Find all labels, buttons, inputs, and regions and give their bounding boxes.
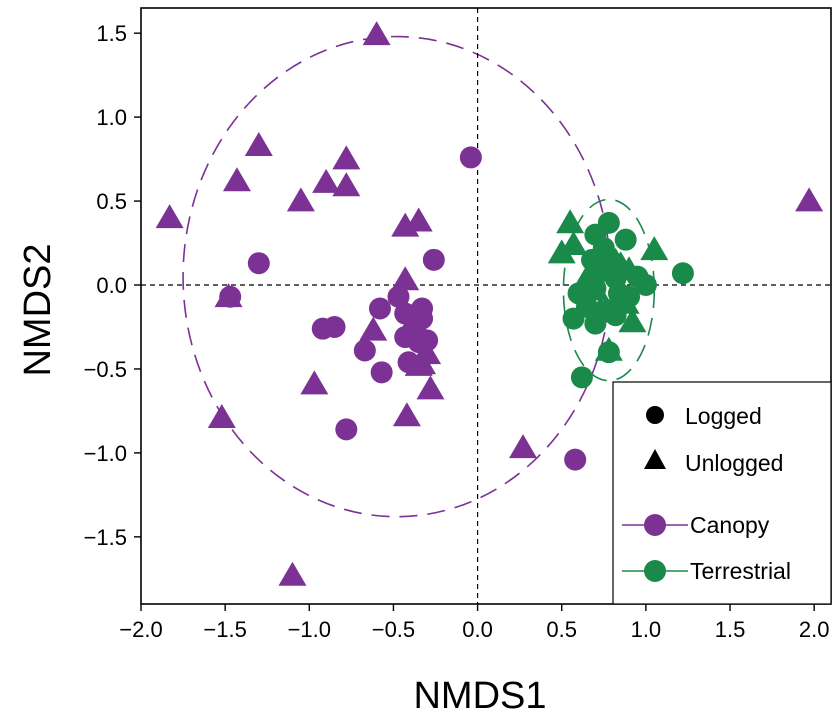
y-tick-label: −0.5	[84, 357, 127, 382]
terrestrial-logged-point	[597, 341, 620, 364]
canopy-logged-point	[323, 315, 346, 338]
terrestrial-unlogged-point	[556, 209, 585, 234]
canopy-unlogged-point	[391, 266, 420, 291]
legend: Logged Unlogged Canopy Terrestrial	[612, 381, 832, 605]
y-tick-label: 1.0	[96, 105, 127, 130]
terrestrial-unlogged-point	[559, 231, 588, 256]
terrestrial-logged-point	[614, 228, 637, 251]
legend-terrestrial-label: Terrestrial	[690, 558, 791, 584]
canopy-logged-point	[370, 361, 393, 384]
canopy-unlogged-point	[244, 131, 273, 156]
canopy-unlogged-point	[155, 204, 184, 229]
plot-frame	[140, 7, 832, 605]
y-tick-label: 0.5	[96, 189, 127, 214]
x-axis-title: NMDS1	[413, 675, 546, 716]
x-tick-label: −1.5	[203, 617, 246, 642]
canopy-unlogged-point	[222, 167, 251, 192]
x-tick-label: 1.0	[631, 617, 662, 642]
canopy-unlogged-point	[332, 172, 361, 197]
canopy-logged-point	[353, 339, 376, 362]
canopy-unlogged-point	[332, 145, 361, 170]
canopy-logged-point	[422, 248, 445, 271]
x-tick-label: −2.0	[119, 617, 162, 642]
canopy-logged-point	[459, 146, 482, 169]
legend-logged-marker	[646, 406, 664, 424]
terrestrial-logged-point	[562, 307, 585, 330]
canopy-unlogged-point	[416, 375, 445, 400]
canopy-logged-point	[335, 418, 358, 441]
legend-unlogged-label: Unlogged	[685, 450, 783, 476]
canopy-unlogged-point	[359, 316, 388, 341]
legend-canopy-marker	[644, 514, 666, 536]
terrestrial-logged-point	[584, 277, 607, 300]
terrestrial-logged-point	[594, 243, 617, 266]
canopy-logged-point	[564, 448, 587, 471]
legend-canopy-label: Canopy	[690, 512, 770, 538]
terrestrial-unlogged-point	[618, 308, 647, 333]
canopy-unlogged-point	[404, 207, 433, 232]
terrestrial-logged-point	[618, 285, 641, 308]
canopy-logged-point	[219, 285, 242, 308]
terrestrial-logged-point	[671, 262, 694, 285]
y-tick-label: −1.5	[84, 525, 127, 550]
canopy-logged-point	[368, 297, 391, 320]
x-tick-label: 0.5	[546, 617, 577, 642]
legend-terrestrial-marker	[644, 560, 666, 582]
canopy-unlogged-point	[300, 370, 329, 395]
terrestrial-logged-point	[604, 304, 627, 327]
canopy-unlogged-point	[312, 168, 341, 193]
legend-unlogged-marker	[644, 449, 666, 469]
canopy-unlogged-point	[207, 403, 236, 428]
y-tick-label: 0.0	[96, 273, 127, 298]
terrestrial-logged-point	[570, 366, 593, 389]
x-tick-label: 2.0	[799, 617, 830, 642]
canopy-unlogged-point	[278, 561, 307, 586]
terrestrial-logged-point	[584, 312, 607, 335]
x-tick-label: 1.5	[715, 617, 746, 642]
canopy-logged-point	[407, 331, 430, 354]
canopy-logged-point	[397, 351, 420, 374]
canopy-logged-point	[394, 302, 417, 325]
x-tick-label: −1.0	[288, 617, 331, 642]
canopy-unlogged-point	[509, 434, 538, 459]
terrestrial-logged-point	[634, 274, 657, 297]
canopy-unlogged-point	[286, 187, 315, 212]
x-tick-label: 0.0	[462, 617, 493, 642]
canopy-unlogged-point	[362, 21, 391, 46]
x-tick-label: −0.5	[372, 617, 415, 642]
y-tick-label: −1.0	[84, 441, 127, 466]
legend-logged-label: Logged	[685, 403, 762, 429]
canopy-unlogged-point	[392, 402, 421, 427]
canopy-unlogged-point	[795, 187, 824, 212]
canopy-logged-point	[387, 285, 410, 308]
y-axis-title: NMDS2	[17, 243, 59, 376]
canopy-logged-point	[247, 252, 270, 275]
ellipse-canopy	[182, 35, 612, 518]
y-tick-label: 1.5	[96, 21, 127, 46]
terrestrial-unlogged-point	[640, 236, 669, 261]
